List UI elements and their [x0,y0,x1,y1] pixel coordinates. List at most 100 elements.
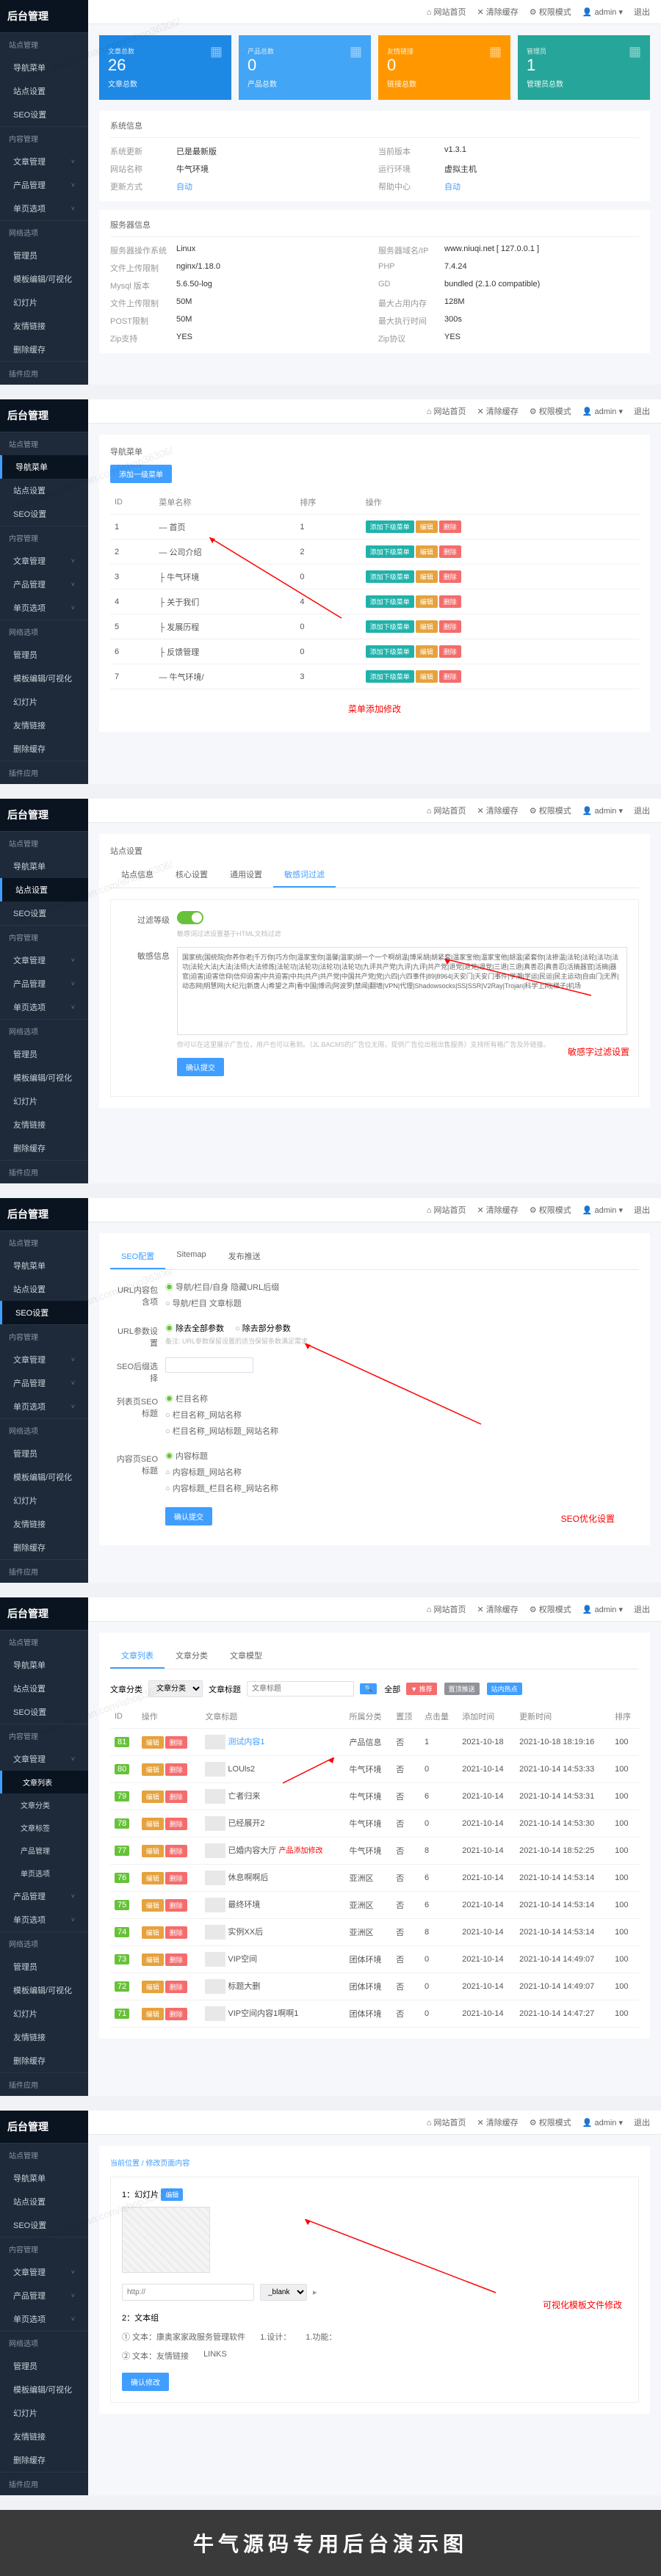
add-sub-button[interactable]: 添加下级菜单 [366,520,414,533]
menu-item[interactable]: 删除缓存 [0,2049,88,2072]
edit-button[interactable]: 编辑 [142,1981,164,1993]
save-button[interactable]: 确认提交 [177,1058,224,1076]
edit-button[interactable]: 编辑 [142,1953,164,1966]
edit-button[interactable]: 编辑 [142,1926,164,1939]
menu-item[interactable]: 导航菜单 [0,1653,88,1677]
menu-item[interactable]: 导航菜单 [0,855,88,878]
menu-item[interactable]: 导航菜单 [0,2166,88,2190]
topbar-home[interactable]: ⌂ 网站首页 [427,1204,466,1216]
add-sub-button[interactable]: 添加下级菜单 [366,645,414,658]
submenu-item[interactable]: 文章列表 [0,1771,88,1793]
del-button[interactable]: 删除 [165,1981,187,1993]
title-input[interactable] [247,1681,354,1697]
add-sub-button[interactable]: 添加下级菜单 [366,620,414,633]
del-button[interactable]: 删除 [165,1790,187,1803]
topbar-clear[interactable]: ✕ 清除缓存 [477,405,519,417]
menu-item[interactable]: 友情链接 [0,714,88,737]
menu-item[interactable]: 删除缓存 [0,1536,88,1559]
del-button[interactable]: 删除 [165,1763,187,1776]
topbar-logout[interactable]: 退出 [634,1603,650,1615]
menu-item[interactable]: 模板编辑/可视化 [0,267,88,291]
menu-item[interactable]: 产品管理˅ [0,2284,88,2307]
edit-button[interactable]: 编辑 [416,520,438,533]
filter-hot[interactable]: 站内热点 [487,1683,522,1695]
edit-button[interactable]: 编辑 [161,2188,183,2201]
add-sub-button[interactable]: 添加下级菜单 [366,595,414,608]
tab[interactable]: 站点信息 [110,863,165,888]
topbar-home[interactable]: ⌂ 网站首页 [427,405,466,417]
edit-button[interactable]: 编辑 [142,1845,164,1857]
target-select[interactable]: _blank [260,2284,307,2301]
del-button[interactable]: 删除 [165,1818,187,1830]
menu-item[interactable]: 单页选项˅ [0,596,88,620]
topbar-perm[interactable]: ⚙ 权限模式 [530,6,571,18]
submenu-item[interactable]: 文章分类 [0,1793,88,1816]
menu-item[interactable]: 文章管理˅ [0,1747,88,1771]
topbar-user[interactable]: 👤 admin ▾ [582,1605,623,1614]
topbar-user[interactable]: 👤 admin ▾ [582,2118,623,2127]
radio-option[interactable]: ○ 导航/栏目 文章标题 [165,1297,639,1309]
add-sub-button[interactable]: 添加下级菜单 [366,670,414,683]
add-sub-button[interactable]: 添加下级菜单 [366,545,414,558]
submenu-item[interactable]: 单页选项 [0,1862,88,1884]
menu-item[interactable]: SEO设置 [0,1700,88,1724]
radio-option[interactable]: ◉ 栏目名称 [165,1393,639,1404]
menu-item[interactable]: 模板编辑/可视化 [0,667,88,690]
menu-item[interactable]: 友情链接 [0,2025,88,2049]
menu-item[interactable]: 导航菜单 [0,56,88,79]
topbar-clear[interactable]: ✕ 清除缓存 [477,805,519,816]
topbar-logout[interactable]: 退出 [634,805,650,816]
tab[interactable]: Sitemap [165,1244,217,1269]
menu-item[interactable]: 友情链接 [0,2425,88,2448]
topbar-perm[interactable]: ⚙ 权限模式 [530,405,571,417]
filter-toggle[interactable] [177,911,203,924]
menu-item[interactable]: 模板编辑/可视化 [0,1465,88,1489]
radio-option[interactable]: ◉ 导航/栏目/自身 隐藏URL后缀 [165,1281,639,1293]
topbar-user[interactable]: 👤 admin ▾ [582,806,623,816]
save-button[interactable]: 确认修改 [122,2373,169,2391]
edit-button[interactable]: 编辑 [142,1790,164,1803]
menu-item[interactable]: 站点设置 [0,878,88,901]
menu-item[interactable]: SEO设置 [0,502,88,526]
tab[interactable]: 核心设置 [165,863,219,888]
del-button[interactable]: 删除 [439,520,461,533]
menu-item[interactable]: 管理员 [0,2354,88,2378]
menu-item[interactable]: 产品管理˅ [0,972,88,995]
topbar-home[interactable]: ⌂ 网站首页 [427,6,466,18]
menu-item[interactable]: 幻灯片 [0,1089,88,1113]
tab[interactable]: 文章模型 [219,1644,273,1669]
topbar-user[interactable]: 👤 admin ▾ [582,407,623,416]
del-button[interactable]: 删除 [439,545,461,558]
menu-item[interactable]: SEO设置 [0,1301,88,1324]
filter-top[interactable]: 置顶推送 [444,1683,480,1695]
menu-item[interactable]: SEO设置 [0,2213,88,2237]
menu-item[interactable]: 幻灯片 [0,1489,88,1512]
stat-card[interactable]: ▦产品总数0产品总数 [239,35,371,100]
edit-button[interactable]: 编辑 [416,645,438,658]
topbar-user[interactable]: 👤 admin ▾ [582,7,623,17]
edit-button[interactable]: 编辑 [142,1872,164,1884]
del-button[interactable]: 删除 [439,670,461,683]
radio-option[interactable]: ◉ 内容标题 [165,1450,639,1462]
menu-item[interactable]: 删除缓存 [0,2448,88,2472]
topbar-clear[interactable]: ✕ 清除缓存 [477,6,519,18]
edit-button[interactable]: 编辑 [416,620,438,633]
edit-button[interactable]: 编辑 [416,570,438,583]
menu-item[interactable]: 站点设置 [0,479,88,502]
menu-item[interactable]: 单页选项˅ [0,197,88,220]
menu-item[interactable]: 文章管理˅ [0,1348,88,1371]
topbar-clear[interactable]: ✕ 清除缓存 [477,2116,519,2128]
add-menu-button[interactable]: 添加一级菜单 [110,465,172,483]
tab[interactable]: SEO配置 [110,1244,165,1269]
menu-item[interactable]: SEO设置 [0,103,88,126]
menu-item[interactable]: 产品管理˅ [0,173,88,197]
topbar-logout[interactable]: 退出 [634,6,650,18]
menu-item[interactable]: 产品管理˅ [0,573,88,596]
menu-item[interactable]: 友情链接 [0,1512,88,1536]
topbar-logout[interactable]: 退出 [634,2116,650,2128]
menu-item[interactable]: 文章管理˅ [0,2260,88,2284]
del-button[interactable]: 删除 [165,2008,187,2020]
filter-rec[interactable]: ▼ 推荐 [406,1683,436,1695]
menu-item[interactable]: 站点设置 [0,1277,88,1301]
menu-item[interactable]: 站点设置 [0,1677,88,1700]
